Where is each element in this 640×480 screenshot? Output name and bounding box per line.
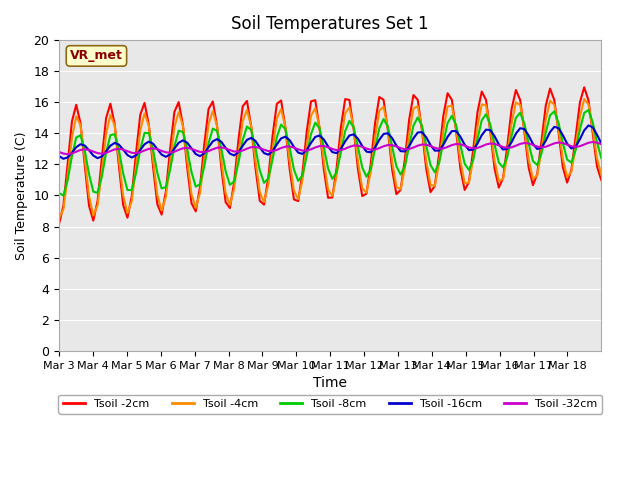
- Line: Tsoil -32cm: Tsoil -32cm: [59, 142, 601, 154]
- Tsoil -4cm: [597, 172, 605, 178]
- Tsoil -2cm: [55, 221, 63, 227]
- Tsoil -32cm: [576, 144, 584, 149]
- Tsoil -16cm: [60, 156, 67, 162]
- Tsoil -32cm: [589, 139, 596, 145]
- Tsoil -32cm: [282, 144, 289, 150]
- Tsoil -8cm: [282, 126, 289, 132]
- Tsoil -16cm: [55, 153, 63, 159]
- Tsoil -2cm: [337, 124, 345, 130]
- Tsoil -2cm: [572, 133, 579, 139]
- Line: Tsoil -16cm: Tsoil -16cm: [59, 125, 601, 159]
- Tsoil -32cm: [192, 147, 200, 153]
- Tsoil -8cm: [525, 141, 532, 147]
- Tsoil -4cm: [572, 144, 579, 150]
- Tsoil -32cm: [260, 147, 268, 153]
- Line: Tsoil -2cm: Tsoil -2cm: [59, 87, 601, 224]
- Tsoil -4cm: [256, 189, 264, 195]
- Tsoil -8cm: [576, 127, 584, 132]
- X-axis label: Time: Time: [313, 376, 348, 390]
- Y-axis label: Soil Temperature (C): Soil Temperature (C): [15, 131, 28, 260]
- Tsoil -32cm: [525, 141, 532, 146]
- Tsoil -2cm: [580, 84, 588, 90]
- Line: Tsoil -8cm: Tsoil -8cm: [59, 110, 601, 195]
- Text: VR_met: VR_met: [70, 49, 123, 62]
- Tsoil -8cm: [60, 192, 67, 198]
- Tsoil -16cm: [260, 150, 268, 156]
- Tsoil -16cm: [282, 134, 289, 140]
- Tsoil -2cm: [597, 177, 605, 183]
- Tsoil -4cm: [55, 215, 63, 221]
- Tsoil -2cm: [256, 198, 264, 204]
- Tsoil -16cm: [192, 151, 200, 157]
- Tsoil -4cm: [580, 96, 588, 102]
- Tsoil -4cm: [277, 106, 285, 112]
- Tsoil -32cm: [55, 149, 63, 155]
- Tsoil -8cm: [341, 128, 349, 134]
- Tsoil -8cm: [55, 190, 63, 196]
- Line: Tsoil -4cm: Tsoil -4cm: [59, 99, 601, 218]
- Tsoil -16cm: [597, 141, 605, 146]
- Tsoil -32cm: [597, 141, 605, 147]
- Tsoil -8cm: [260, 180, 268, 186]
- Tsoil -32cm: [64, 151, 72, 157]
- Tsoil -32cm: [341, 146, 349, 152]
- Tsoil -8cm: [584, 107, 592, 113]
- Tsoil -16cm: [525, 133, 532, 139]
- Legend: Tsoil -2cm, Tsoil -4cm, Tsoil -8cm, Tsoil -16cm, Tsoil -32cm: Tsoil -2cm, Tsoil -4cm, Tsoil -8cm, Tsoi…: [58, 395, 602, 414]
- Tsoil -16cm: [576, 136, 584, 142]
- Tsoil -16cm: [341, 139, 349, 144]
- Tsoil -2cm: [277, 97, 285, 103]
- Tsoil -4cm: [337, 139, 345, 144]
- Tsoil -4cm: [188, 191, 195, 197]
- Tsoil -16cm: [584, 122, 592, 128]
- Tsoil -2cm: [188, 200, 195, 206]
- Tsoil -4cm: [520, 126, 528, 132]
- Tsoil -8cm: [192, 184, 200, 190]
- Tsoil -2cm: [520, 130, 528, 135]
- Tsoil -8cm: [597, 155, 605, 161]
- Title: Soil Temperatures Set 1: Soil Temperatures Set 1: [232, 15, 429, 33]
